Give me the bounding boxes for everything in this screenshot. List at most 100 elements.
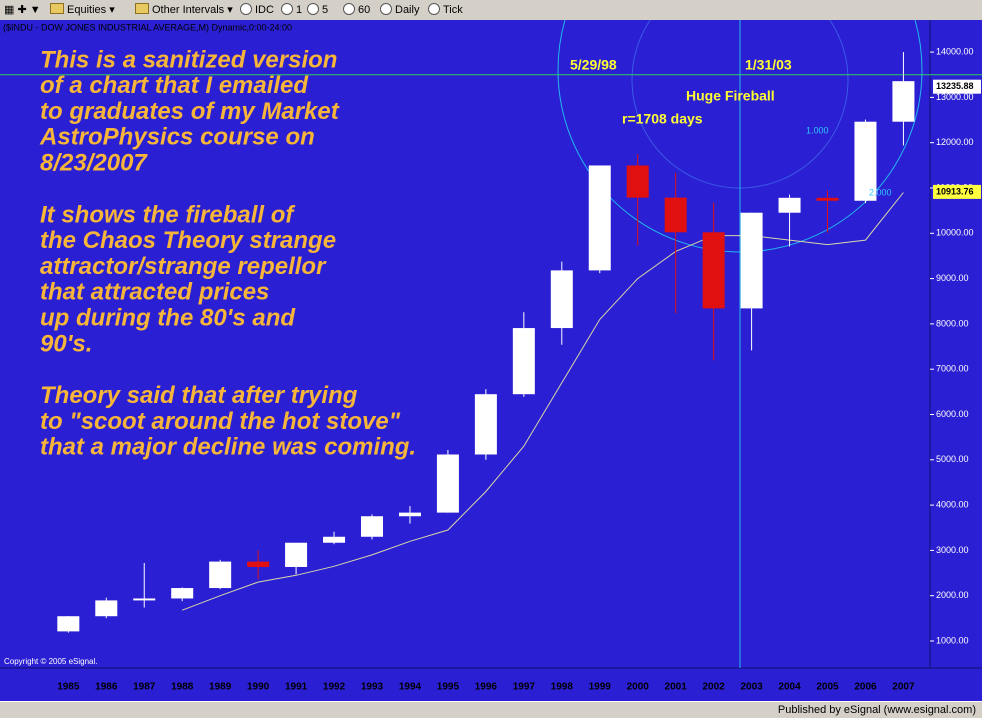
candle-body bbox=[664, 197, 687, 233]
candle-body bbox=[474, 394, 497, 455]
idc-button[interactable]: IDC bbox=[240, 3, 274, 16]
chart-background bbox=[0, 20, 982, 701]
x-tick-label: 1986 bbox=[95, 682, 118, 693]
candle-body bbox=[778, 197, 801, 213]
y-tick-label: 9000.00 bbox=[936, 273, 969, 283]
candle-body bbox=[626, 165, 649, 198]
note-line: attractor/strange repellor bbox=[40, 253, 327, 280]
x-tick-label: 2004 bbox=[778, 682, 801, 693]
interval-5[interactable]: 5 bbox=[307, 3, 328, 16]
label: 1 bbox=[296, 4, 303, 16]
candle-body bbox=[57, 616, 80, 632]
x-tick-label: 1995 bbox=[437, 682, 460, 693]
x-tick-label: 1988 bbox=[171, 682, 194, 693]
annotation: 5/29/98 bbox=[570, 57, 617, 73]
candle-body bbox=[702, 232, 725, 309]
candle-body bbox=[740, 212, 763, 309]
y-tick-label: 10000.00 bbox=[936, 228, 974, 238]
y-tick-label: 14000.00 bbox=[936, 46, 974, 56]
note-line: AstroPhysics course on bbox=[39, 124, 315, 151]
x-tick-label: 2006 bbox=[854, 682, 877, 693]
x-tick-label: 2000 bbox=[627, 682, 650, 693]
note-line: It shows the fireball of bbox=[40, 201, 295, 228]
candle-body bbox=[816, 197, 839, 201]
note-line: 8/23/2007 bbox=[40, 150, 148, 177]
candle-body bbox=[209, 561, 232, 589]
fireball bbox=[557, 20, 923, 668]
equities-button[interactable]: Equities ▾ bbox=[50, 3, 115, 16]
label: 60 bbox=[358, 4, 371, 16]
toolbar: ▦ ✚ ▼ Equities ▾ Other Intervals ▾ IDC 1… bbox=[0, 0, 982, 21]
y-tick-label: 1000.00 bbox=[936, 635, 969, 645]
x-tick-label: 2005 bbox=[816, 682, 839, 693]
candle-body bbox=[247, 561, 270, 567]
note-line: that a major decline was coming. bbox=[40, 434, 416, 461]
price-tag-label: 13235.88 bbox=[936, 81, 974, 91]
label: Tick bbox=[443, 4, 463, 16]
publisher: Published by eSignal (www.esignal.com) bbox=[777, 704, 976, 716]
x-tick-label: 1987 bbox=[133, 682, 156, 693]
note-line: that attracted prices bbox=[40, 279, 269, 306]
y-tick-label: 12000.00 bbox=[936, 137, 974, 147]
x-tick-label: 1992 bbox=[323, 682, 346, 693]
note-line: 90's. bbox=[40, 330, 92, 357]
copyright: Copyright © 2005 eSignal. bbox=[4, 657, 98, 666]
annotation: 2.000 bbox=[869, 187, 892, 197]
label: 5 bbox=[322, 4, 329, 16]
x-tick-label: 1998 bbox=[551, 682, 574, 693]
y-tick-label: 7000.00 bbox=[936, 364, 969, 374]
interval-daily[interactable]: Daily bbox=[380, 3, 419, 16]
price-tag bbox=[933, 79, 981, 94]
candle-body bbox=[361, 516, 383, 537]
y-tick-label: 2000.00 bbox=[936, 590, 969, 600]
interval-1[interactable]: 1 bbox=[281, 3, 302, 16]
y-tick-label: 13000.00 bbox=[936, 92, 974, 102]
note-line: Theory said that after trying bbox=[40, 382, 358, 409]
annotation: 1/31/03 bbox=[745, 57, 792, 73]
interval-60[interactable]: 60 bbox=[343, 3, 370, 16]
x-tick-label: 2001 bbox=[665, 682, 688, 693]
x-tick-label: 1989 bbox=[209, 682, 232, 693]
interval-tick[interactable]: Tick bbox=[428, 3, 463, 16]
x-tick-label: 1997 bbox=[513, 682, 536, 693]
candle-body bbox=[398, 512, 421, 517]
x-tick-label: 1999 bbox=[589, 682, 612, 693]
candle-body bbox=[892, 81, 915, 122]
status-bar: Published by eSignal (www.esignal.com) bbox=[0, 701, 982, 718]
price-tag bbox=[933, 184, 981, 199]
note-line: This is a sanitized version bbox=[40, 46, 337, 73]
note-line: to graduates of my Market bbox=[40, 98, 340, 125]
x-tick-label: 1985 bbox=[57, 682, 80, 693]
y-tick-label: 3000.00 bbox=[936, 545, 969, 555]
x-tick-label: 2002 bbox=[703, 682, 726, 693]
label: Other Intervals bbox=[152, 4, 225, 16]
label: Daily bbox=[395, 4, 420, 16]
label: Equities bbox=[67, 4, 107, 16]
x-tick-label: 1994 bbox=[399, 682, 422, 693]
x-tick-label: 2003 bbox=[740, 682, 763, 693]
note-line: of a chart that I emailed bbox=[40, 72, 309, 99]
candle-body bbox=[171, 588, 194, 599]
y-tick-label: 6000.00 bbox=[936, 409, 969, 419]
y-tick-label: 5000.00 bbox=[936, 454, 969, 464]
note-line: up during the 80's and bbox=[40, 305, 296, 332]
moving-average bbox=[182, 192, 904, 611]
toolbar-icons[interactable]: ▦ ✚ ▼ bbox=[4, 4, 41, 16]
x-tick-label: 1993 bbox=[361, 682, 384, 693]
candle-body bbox=[512, 328, 535, 395]
candle-body bbox=[133, 598, 156, 601]
candle-body bbox=[588, 165, 611, 271]
candle-body bbox=[550, 270, 573, 329]
note-line: the Chaos Theory strange bbox=[40, 227, 336, 254]
candle-body bbox=[436, 454, 459, 513]
price-tag-label: 10913.76 bbox=[936, 186, 974, 196]
note-line: to "scoot around the hot stove" bbox=[40, 408, 401, 435]
x-tick-label: 1996 bbox=[475, 682, 498, 693]
y-tick-label: 8000.00 bbox=[936, 318, 969, 328]
annotation: r=1708 days bbox=[622, 111, 703, 127]
x-tick-label: 2007 bbox=[892, 682, 915, 693]
intervals-button[interactable]: Other Intervals ▾ bbox=[135, 3, 233, 16]
annotation: Huge Fireball bbox=[686, 88, 775, 104]
annotation: 1.000 bbox=[806, 125, 829, 135]
